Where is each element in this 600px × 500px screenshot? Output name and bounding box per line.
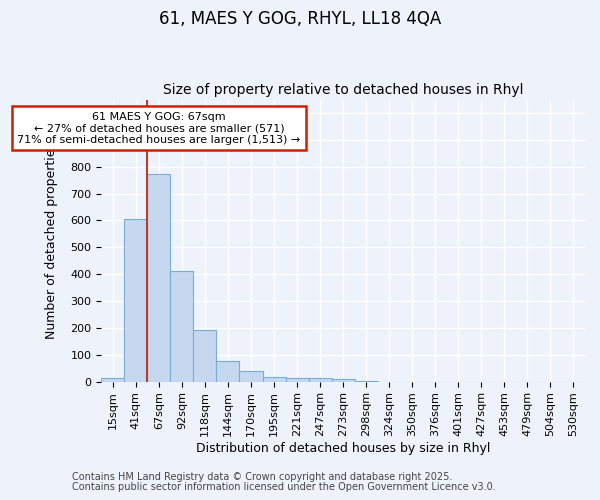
Bar — [332, 379, 355, 382]
Y-axis label: Number of detached properties: Number of detached properties — [45, 142, 58, 339]
Bar — [263, 377, 286, 382]
Bar — [170, 272, 193, 382]
Text: 61, MAES Y GOG, RHYL, LL18 4QA: 61, MAES Y GOG, RHYL, LL18 4QA — [159, 10, 441, 28]
Bar — [239, 372, 263, 382]
Bar — [101, 378, 124, 382]
Title: Size of property relative to detached houses in Rhyl: Size of property relative to detached ho… — [163, 83, 523, 97]
Bar — [355, 380, 377, 382]
Bar — [217, 361, 239, 382]
Text: Contains public sector information licensed under the Open Government Licence v3: Contains public sector information licen… — [72, 482, 496, 492]
Text: Contains HM Land Registry data © Crown copyright and database right 2025.: Contains HM Land Registry data © Crown c… — [72, 472, 452, 482]
Bar — [124, 218, 148, 382]
X-axis label: Distribution of detached houses by size in Rhyl: Distribution of detached houses by size … — [196, 442, 490, 455]
Bar — [286, 378, 308, 382]
Bar — [308, 378, 332, 382]
Bar — [193, 330, 217, 382]
Bar — [148, 174, 170, 382]
Text: 61 MAES Y GOG: 67sqm
← 27% of detached houses are smaller (571)
71% of semi-deta: 61 MAES Y GOG: 67sqm ← 27% of detached h… — [17, 112, 301, 145]
